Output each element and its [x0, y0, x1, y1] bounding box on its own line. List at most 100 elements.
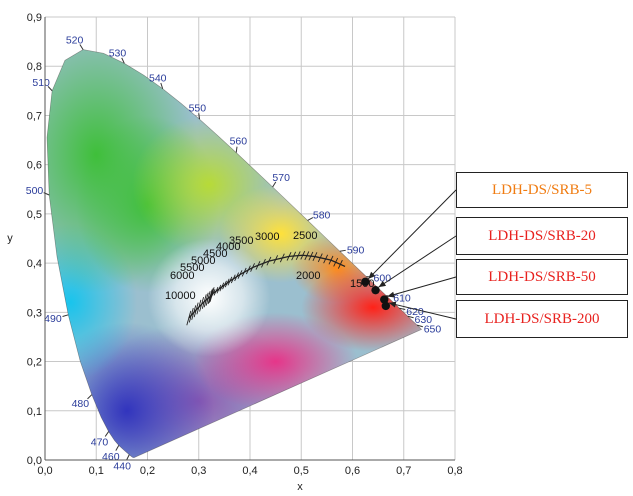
- wavelength-label: 540: [149, 72, 167, 84]
- wavelength-label: 610: [393, 293, 411, 305]
- cct-label: 5000: [191, 255, 215, 267]
- wavelength-label: 590: [347, 244, 365, 256]
- isotherm-tick: [317, 253, 323, 263]
- y-tick-label: 0,1: [27, 406, 42, 418]
- isotherm-tick: [286, 251, 292, 261]
- wavelength-label: 550: [189, 102, 207, 114]
- cct-label: 10000: [165, 290, 196, 302]
- locus-tick: [399, 307, 406, 311]
- locus-tick: [235, 146, 238, 153]
- isotherm-tick: [312, 252, 318, 261]
- isotherm-tick: [300, 250, 306, 260]
- locus-tick: [47, 86, 53, 92]
- isotherm-tick: [210, 288, 216, 298]
- isotherm-tick: [328, 255, 334, 265]
- wavelength-label: 570: [272, 172, 290, 184]
- wavelength-label: 580: [313, 210, 331, 222]
- locus-tick: [104, 431, 110, 437]
- locus-tick: [407, 315, 414, 319]
- y-tick-label: 0,0: [27, 455, 42, 467]
- isotherm-tick: [186, 310, 192, 326]
- isotherm-tick: [201, 294, 207, 309]
- x-tick-label: 0,2: [140, 465, 155, 477]
- isotherm-tick: [261, 258, 266, 268]
- wavelength-label: 520: [66, 34, 84, 46]
- data-points: [361, 277, 391, 311]
- y-tick-label: 0,2: [27, 357, 42, 369]
- isotherm-tick: [207, 289, 213, 305]
- leader-arrowhead: [378, 280, 387, 288]
- axes: 0,0 0,1 0,2 0,3 0,4 0,5 0,6 0,7 0,8 0,0 0,1 0,2 0,3 0…: [7, 12, 462, 493]
- locus-tick: [339, 249, 346, 252]
- y-tick-label: 0,3: [27, 307, 42, 319]
- wavelength-label: 510: [32, 77, 50, 89]
- x-axis-label: x: [297, 481, 303, 493]
- data-point: [380, 295, 389, 304]
- cct-label: 6000: [170, 270, 194, 282]
- locus-tick: [272, 181, 277, 188]
- isotherm-tick: [234, 272, 240, 282]
- leader-line: [387, 276, 457, 298]
- isotherm-tick: [196, 299, 202, 315]
- wavelength-label: 480: [72, 398, 90, 410]
- x-tick-label: 0,0: [37, 465, 52, 477]
- isotherm-tick: [203, 292, 209, 308]
- legend-item: LDH-DS/SRB-50: [456, 259, 628, 295]
- wavelength-label: 650: [424, 323, 442, 335]
- legend-label: LDH-DS/SRB-200: [484, 310, 600, 327]
- y-tick-label: 0,8: [27, 61, 42, 73]
- x-tick-label: 0,6: [345, 465, 360, 477]
- data-point: [381, 301, 391, 311]
- wavelength-label: 530: [109, 47, 127, 59]
- wavelength-label: 500: [26, 185, 44, 197]
- cct-label: 2500: [293, 230, 317, 242]
- isotherm-tick: [304, 251, 310, 261]
- locus-tick: [121, 57, 125, 64]
- isotherm-tick: [191, 305, 197, 320]
- isotherm-tick: [224, 278, 230, 288]
- legend-leader-lines: [367, 189, 457, 320]
- legend-item: LDH-DS/SRB-200: [456, 300, 628, 338]
- wavelength-label: 490: [44, 313, 62, 325]
- wavelength-label: 440: [113, 460, 131, 472]
- wavelength-label: 630: [415, 314, 433, 326]
- leader-arrowhead: [368, 271, 376, 279]
- isotherm-tick: [205, 291, 211, 306]
- cct-label: 5500: [180, 262, 204, 274]
- x-tick-label: 0,4: [242, 465, 257, 477]
- isotherm-tick: [219, 282, 225, 292]
- cct-label: 4000: [216, 241, 240, 253]
- locus-tick: [62, 314, 69, 318]
- isotherm-tick: [188, 308, 194, 323]
- y-tick-label: 0,5: [27, 209, 42, 221]
- isotherm-tick: [279, 253, 285, 263]
- locus-tick: [79, 44, 84, 50]
- isotherm-tick: [213, 286, 219, 296]
- isotherm-tick: [273, 255, 279, 264]
- legend-label: LDH-DS/SRB-5: [491, 181, 592, 198]
- x-tick-label: 0,7: [396, 465, 411, 477]
- legend-item: LDH-DS/SRB-20: [456, 217, 628, 255]
- isotherm-tick: [199, 297, 205, 312]
- wavelength-label: 460: [102, 451, 120, 463]
- isotherm-tick: [333, 257, 339, 267]
- cct-label: 3000: [255, 231, 279, 243]
- data-point: [371, 285, 380, 295]
- leader-line: [367, 189, 457, 280]
- isotherm-tick: [208, 288, 214, 303]
- isotherm-tick: [230, 274, 236, 284]
- y-tick-label: 0,9: [27, 12, 42, 24]
- isotherm-tick: [295, 251, 301, 261]
- wavelength-label: 620: [406, 306, 424, 318]
- isotherm-tick: [216, 284, 222, 294]
- legend-item: LDH-DS/SRB-5: [456, 172, 628, 208]
- isotherm-tick: [337, 259, 343, 269]
- isotherm-tick: [308, 251, 314, 261]
- isotherm-tick: [266, 256, 272, 266]
- locus-tick: [87, 394, 93, 400]
- locus-tick: [198, 113, 201, 120]
- isotherm-tick: [237, 270, 243, 279]
- y-tick-label: 0,4: [27, 258, 42, 270]
